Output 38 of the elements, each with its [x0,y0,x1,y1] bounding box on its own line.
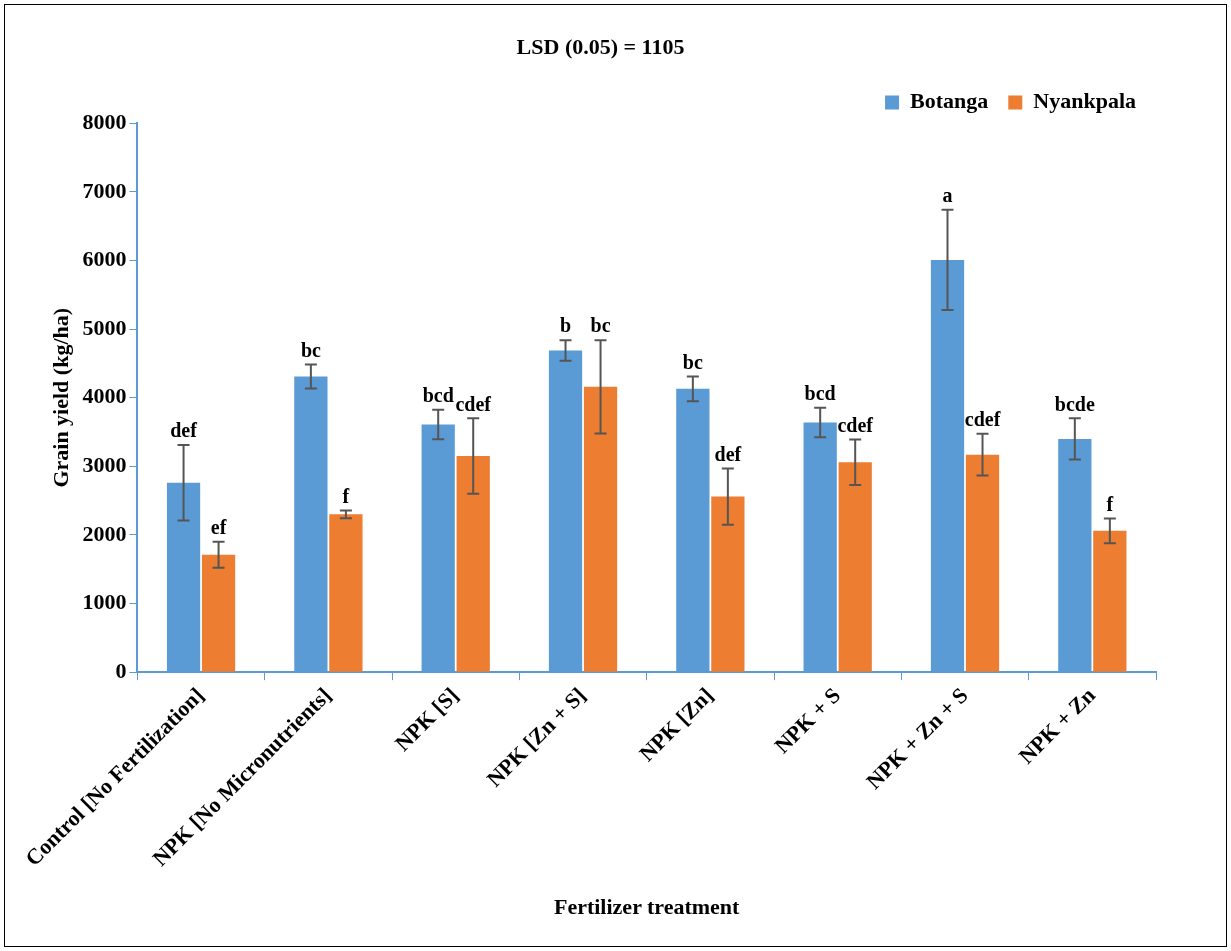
bar [329,514,363,672]
data-label: ef [210,515,227,538]
y-tick-label: 2000 [82,520,127,546]
bar [456,456,490,672]
data-label: a [942,184,953,206]
y-tick-label: 6000 [82,246,127,272]
data-label: cdef [455,392,492,415]
y-tick-label: 4000 [82,383,127,409]
y-tick-label: 8000 [82,109,127,135]
legend-label: Nyankpala [1033,88,1137,114]
data-label: bcd [422,383,454,406]
y-tick-label: 5000 [82,314,127,340]
bar [838,462,872,672]
data-label: def [714,442,742,465]
y-tick-label: 7000 [82,177,127,203]
data-label: f [1106,492,1114,515]
bar [1093,530,1127,672]
data-label: bc [300,338,321,361]
data-label: bc [590,314,611,337]
data-label: bcde [1054,392,1095,415]
data-label: def [170,419,198,442]
bar [583,386,618,672]
y-tick-label: 0 [115,657,127,683]
data-label: cdef [964,407,1001,430]
data-label: bcd [804,381,836,404]
y-tick-label: 3000 [82,452,127,478]
x-axis-title: Fertilizer treatment [553,894,741,920]
bar [965,454,1000,672]
y-tick-label: 1000 [82,589,127,615]
data-label: f [342,484,350,507]
chart-title: LSD (0.05) = 1105 [516,33,685,59]
bar [201,554,236,672]
data-label: bc [682,350,703,373]
data-label: cdef [837,413,874,436]
bar [711,496,745,672]
y-axis-title: Grain yield (kg/ha) [47,307,73,488]
legend-label: Botanga [910,88,989,114]
data-label: b [559,314,572,337]
